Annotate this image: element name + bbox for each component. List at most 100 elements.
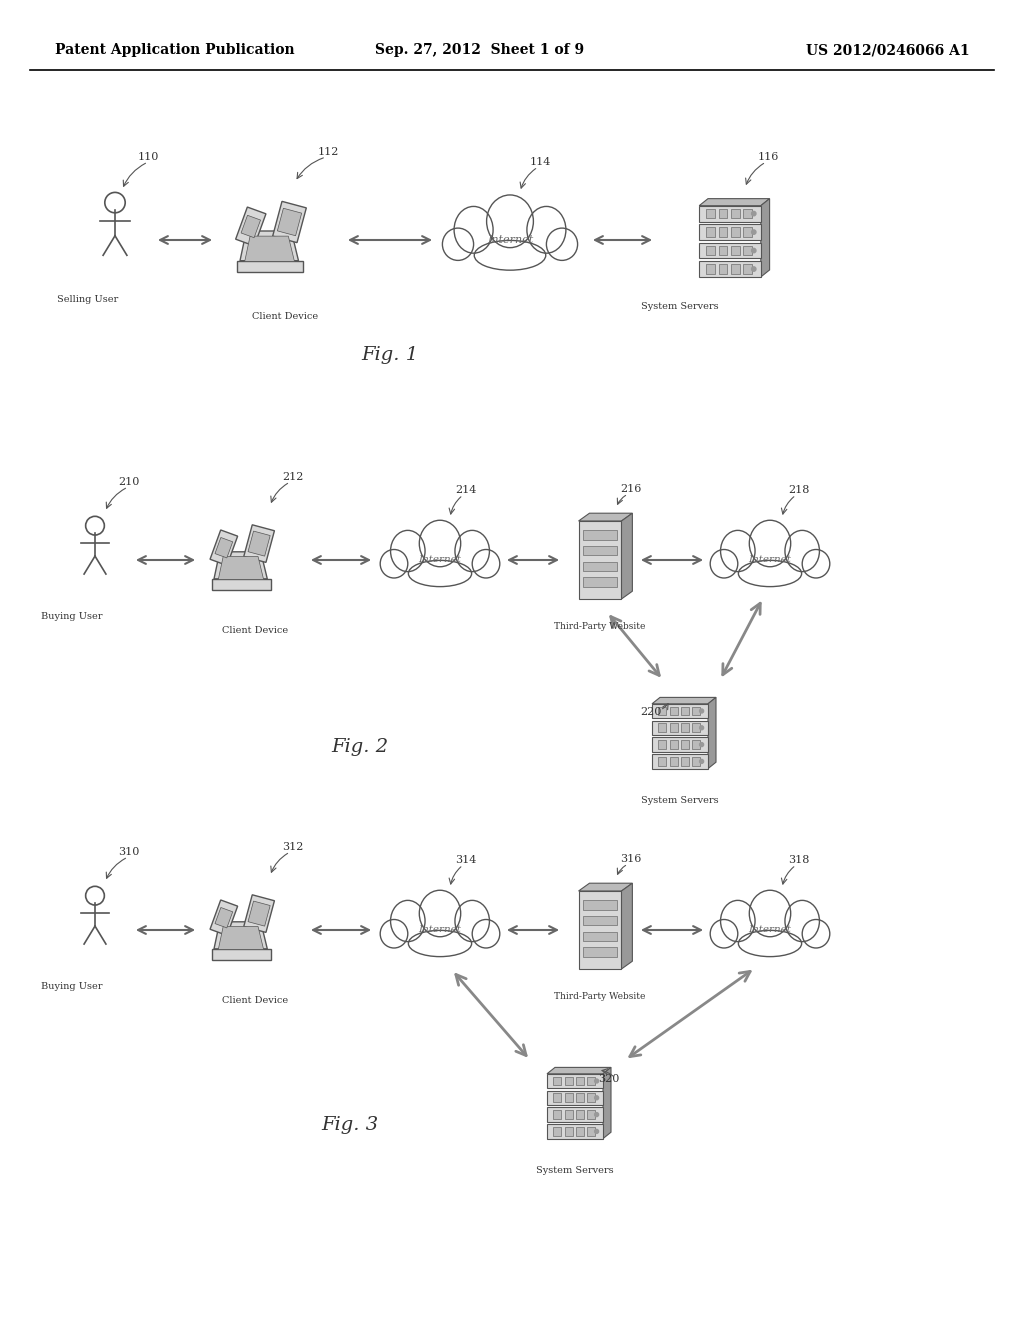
FancyBboxPatch shape	[553, 1077, 561, 1085]
Ellipse shape	[802, 920, 829, 948]
FancyBboxPatch shape	[584, 577, 616, 586]
FancyBboxPatch shape	[584, 531, 616, 540]
Polygon shape	[579, 513, 633, 521]
FancyBboxPatch shape	[584, 546, 616, 556]
Polygon shape	[699, 198, 770, 206]
Text: 318: 318	[788, 855, 809, 865]
Ellipse shape	[474, 240, 546, 271]
Ellipse shape	[409, 561, 472, 586]
FancyBboxPatch shape	[707, 227, 715, 236]
Polygon shape	[236, 207, 266, 246]
FancyBboxPatch shape	[587, 1077, 595, 1085]
FancyBboxPatch shape	[584, 916, 616, 925]
FancyBboxPatch shape	[652, 704, 708, 718]
FancyBboxPatch shape	[652, 754, 708, 768]
Ellipse shape	[738, 931, 802, 957]
FancyBboxPatch shape	[731, 246, 739, 255]
FancyBboxPatch shape	[743, 209, 752, 218]
Circle shape	[595, 1096, 599, 1100]
FancyBboxPatch shape	[584, 948, 616, 957]
Text: Internet: Internet	[419, 556, 462, 565]
FancyBboxPatch shape	[575, 1110, 584, 1119]
FancyBboxPatch shape	[658, 758, 667, 766]
Text: Fig. 1: Fig. 1	[361, 346, 419, 364]
Polygon shape	[652, 697, 716, 704]
FancyBboxPatch shape	[579, 891, 622, 969]
FancyBboxPatch shape	[670, 758, 678, 766]
FancyBboxPatch shape	[692, 741, 700, 748]
Text: 212: 212	[282, 473, 303, 482]
Ellipse shape	[419, 890, 461, 937]
Text: Internet: Internet	[749, 556, 792, 565]
Polygon shape	[245, 236, 295, 261]
FancyBboxPatch shape	[719, 209, 727, 218]
Ellipse shape	[802, 549, 829, 578]
FancyBboxPatch shape	[743, 227, 752, 236]
Ellipse shape	[455, 531, 489, 572]
FancyBboxPatch shape	[584, 932, 616, 941]
FancyBboxPatch shape	[658, 741, 667, 748]
FancyBboxPatch shape	[658, 706, 667, 715]
FancyBboxPatch shape	[707, 209, 715, 218]
Ellipse shape	[738, 561, 802, 586]
FancyBboxPatch shape	[547, 1073, 603, 1088]
Circle shape	[595, 1078, 599, 1082]
FancyBboxPatch shape	[681, 758, 689, 766]
Ellipse shape	[455, 900, 489, 941]
Text: Third-Party Website: Third-Party Website	[554, 993, 646, 1001]
Polygon shape	[212, 949, 271, 960]
Ellipse shape	[380, 549, 408, 578]
Text: Sep. 27, 2012  Sheet 1 of 9: Sep. 27, 2012 Sheet 1 of 9	[376, 44, 585, 57]
Polygon shape	[248, 902, 270, 927]
Polygon shape	[244, 525, 274, 562]
Polygon shape	[218, 927, 263, 949]
FancyBboxPatch shape	[670, 741, 678, 748]
FancyBboxPatch shape	[584, 561, 616, 572]
Polygon shape	[248, 531, 270, 556]
FancyBboxPatch shape	[743, 264, 752, 273]
Polygon shape	[547, 1068, 611, 1073]
Polygon shape	[214, 921, 267, 949]
Ellipse shape	[711, 920, 738, 948]
FancyBboxPatch shape	[564, 1093, 572, 1102]
FancyBboxPatch shape	[670, 723, 678, 733]
Text: 112: 112	[318, 147, 339, 157]
FancyBboxPatch shape	[731, 209, 739, 218]
Text: Buying User: Buying User	[41, 982, 102, 991]
Polygon shape	[215, 907, 232, 928]
Ellipse shape	[454, 206, 494, 253]
Ellipse shape	[409, 931, 472, 957]
Text: 314: 314	[455, 855, 476, 865]
Text: 114: 114	[530, 157, 551, 168]
Ellipse shape	[390, 900, 425, 941]
FancyBboxPatch shape	[652, 738, 708, 752]
FancyBboxPatch shape	[564, 1127, 572, 1135]
Text: Internet: Internet	[749, 925, 792, 935]
FancyBboxPatch shape	[575, 1127, 584, 1135]
Polygon shape	[212, 579, 271, 590]
FancyBboxPatch shape	[692, 706, 700, 715]
FancyBboxPatch shape	[719, 246, 727, 255]
Text: 320: 320	[598, 1074, 620, 1084]
Circle shape	[595, 1130, 599, 1134]
FancyBboxPatch shape	[692, 723, 700, 733]
Text: System Servers: System Servers	[537, 1166, 613, 1175]
FancyBboxPatch shape	[553, 1127, 561, 1135]
FancyBboxPatch shape	[692, 758, 700, 766]
FancyBboxPatch shape	[587, 1093, 595, 1102]
Text: Client Device: Client Device	[222, 626, 288, 635]
Text: Client Device: Client Device	[252, 312, 318, 321]
Polygon shape	[215, 537, 232, 558]
Ellipse shape	[547, 228, 578, 260]
FancyBboxPatch shape	[681, 723, 689, 733]
Circle shape	[699, 759, 703, 763]
Text: System Servers: System Servers	[641, 302, 719, 312]
Polygon shape	[214, 552, 267, 579]
Polygon shape	[240, 231, 299, 261]
Text: US 2012/0246066 A1: US 2012/0246066 A1	[806, 44, 970, 57]
Text: Internet: Internet	[486, 235, 534, 246]
FancyBboxPatch shape	[707, 264, 715, 273]
FancyBboxPatch shape	[719, 227, 727, 236]
Text: 218: 218	[788, 484, 809, 495]
Polygon shape	[218, 557, 263, 579]
